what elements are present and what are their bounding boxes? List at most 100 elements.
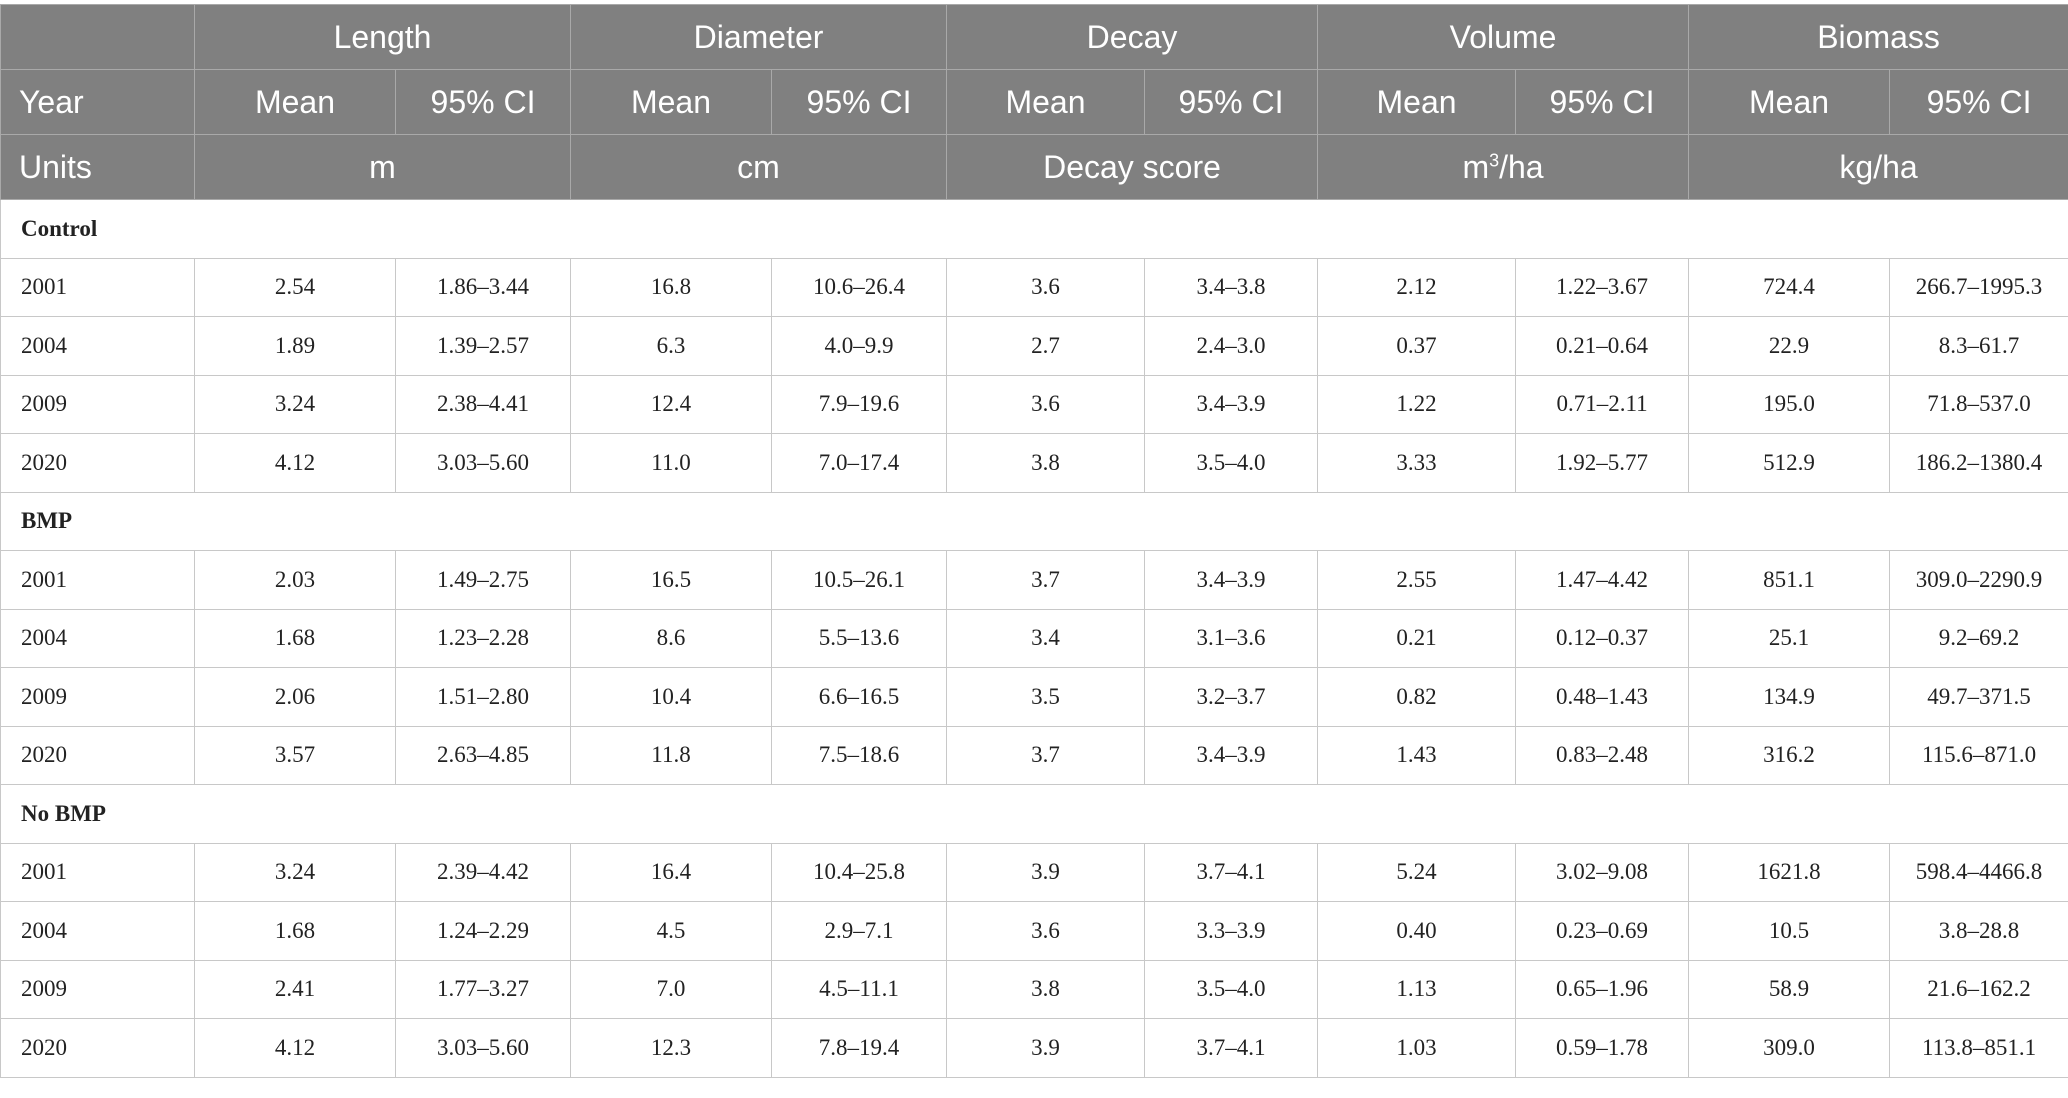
mean-cell: 12.3 xyxy=(571,1019,772,1078)
ci-cell: 115.6–871.0 xyxy=(1890,726,2068,785)
ci-cell: 10.6–26.4 xyxy=(772,258,947,317)
mean-cell: 1.03 xyxy=(1318,1019,1516,1078)
ci-cell: 2.9–7.1 xyxy=(772,902,947,961)
mean-cell: 3.24 xyxy=(195,843,396,902)
ci-cell: 0.23–0.69 xyxy=(1516,902,1689,961)
ci-cell: 1.92–5.77 xyxy=(1516,434,1689,493)
ci-cell: 3.8–28.8 xyxy=(1890,902,2068,961)
header-volume-mean: Mean xyxy=(1318,70,1516,135)
header-diameter: Diameter xyxy=(571,5,947,70)
ci-cell: 9.2–69.2 xyxy=(1890,609,2068,668)
mean-cell: 0.37 xyxy=(1318,317,1516,376)
mean-cell: 1.22 xyxy=(1318,375,1516,434)
mean-cell: 5.24 xyxy=(1318,843,1516,902)
mean-cell: 316.2 xyxy=(1689,726,1890,785)
ci-cell: 1.77–3.27 xyxy=(396,960,571,1019)
ci-cell: 6.6–16.5 xyxy=(772,668,947,727)
year-cell: 2004 xyxy=(1,317,195,376)
mean-cell: 3.9 xyxy=(947,843,1145,902)
year-cell: 2020 xyxy=(1,726,195,785)
header-volume: Volume xyxy=(1318,5,1689,70)
unit-length: m xyxy=(195,135,571,200)
ci-cell: 7.9–19.6 xyxy=(772,375,947,434)
mean-cell: 3.6 xyxy=(947,375,1145,434)
year-cell: 2001 xyxy=(1,551,195,610)
ci-cell: 4.5–11.1 xyxy=(772,960,947,1019)
ci-cell: 3.7–4.1 xyxy=(1145,843,1318,902)
unit-biomass: kg/ha xyxy=(1689,135,2068,200)
header-year: Year xyxy=(1,70,195,135)
mean-cell: 2.12 xyxy=(1318,258,1516,317)
header-length-mean: Mean xyxy=(195,70,396,135)
year-cell: 2009 xyxy=(1,375,195,434)
ci-cell: 3.5–4.0 xyxy=(1145,960,1318,1019)
ci-cell: 49.7–371.5 xyxy=(1890,668,2068,727)
ci-cell: 113.8–851.1 xyxy=(1890,1019,2068,1078)
ci-cell: 3.2–3.7 xyxy=(1145,668,1318,727)
ci-cell: 4.0–9.9 xyxy=(772,317,947,376)
mean-cell: 0.40 xyxy=(1318,902,1516,961)
ci-cell: 1.22–3.67 xyxy=(1516,258,1689,317)
header-biomass: Biomass xyxy=(1689,5,2068,70)
header-biomass-ci: 95% CI xyxy=(1890,70,2068,135)
mean-cell: 1.43 xyxy=(1318,726,1516,785)
unit-volume-suffix: /ha xyxy=(1499,149,1543,185)
ci-cell: 7.0–17.4 xyxy=(772,434,947,493)
mean-cell: 16.5 xyxy=(571,551,772,610)
ci-cell: 3.03–5.60 xyxy=(396,1019,571,1078)
group-row: BMP xyxy=(1,492,2068,551)
ci-cell: 2.39–4.42 xyxy=(396,843,571,902)
mean-cell: 195.0 xyxy=(1689,375,1890,434)
header-decay-mean: Mean xyxy=(947,70,1145,135)
ci-cell: 7.8–19.4 xyxy=(772,1019,947,1078)
group-row: Control xyxy=(1,200,2068,259)
mean-cell: 3.4 xyxy=(947,609,1145,668)
header-row-stats: Year Mean 95% CI Mean 95% CI Mean 95% CI… xyxy=(1,70,2068,135)
ci-cell: 5.5–13.6 xyxy=(772,609,947,668)
mean-cell: 3.7 xyxy=(947,726,1145,785)
mean-cell: 309.0 xyxy=(1689,1019,1890,1078)
header-decay: Decay xyxy=(947,5,1318,70)
ci-cell: 71.8–537.0 xyxy=(1890,375,2068,434)
unit-diameter: cm xyxy=(571,135,947,200)
ci-cell: 1.39–2.57 xyxy=(396,317,571,376)
mean-cell: 2.54 xyxy=(195,258,396,317)
mean-cell: 8.6 xyxy=(571,609,772,668)
mean-cell: 1.13 xyxy=(1318,960,1516,1019)
mean-cell: 25.1 xyxy=(1689,609,1890,668)
year-cell: 2009 xyxy=(1,960,195,1019)
unit-decay: Decay score xyxy=(947,135,1318,200)
group-label: No BMP xyxy=(1,785,2068,844)
mean-cell: 2.06 xyxy=(195,668,396,727)
mean-cell: 10.5 xyxy=(1689,902,1890,961)
ci-cell: 0.65–1.96 xyxy=(1516,960,1689,1019)
mean-cell: 724.4 xyxy=(1689,258,1890,317)
mean-cell: 1621.8 xyxy=(1689,843,1890,902)
mean-cell: 851.1 xyxy=(1689,551,1890,610)
header-row-variables: Length Diameter Decay Volume Biomass xyxy=(1,5,2068,70)
mean-cell: 2.03 xyxy=(195,551,396,610)
year-cell: 2020 xyxy=(1,1019,195,1078)
mean-cell: 16.8 xyxy=(571,258,772,317)
ci-cell: 3.4–3.9 xyxy=(1145,375,1318,434)
mean-cell: 4.5 xyxy=(571,902,772,961)
mean-cell: 3.5 xyxy=(947,668,1145,727)
mean-cell: 3.9 xyxy=(947,1019,1145,1078)
year-cell: 2004 xyxy=(1,609,195,668)
year-cell: 2009 xyxy=(1,668,195,727)
ci-cell: 598.4–4466.8 xyxy=(1890,843,2068,902)
ci-cell: 2.38–4.41 xyxy=(396,375,571,434)
ci-cell: 1.49–2.75 xyxy=(396,551,571,610)
ci-cell: 3.4–3.9 xyxy=(1145,726,1318,785)
mean-cell: 3.33 xyxy=(1318,434,1516,493)
group-label: Control xyxy=(1,200,2068,259)
unit-volume-base: m xyxy=(1462,149,1489,185)
ci-cell: 3.4–3.9 xyxy=(1145,551,1318,610)
